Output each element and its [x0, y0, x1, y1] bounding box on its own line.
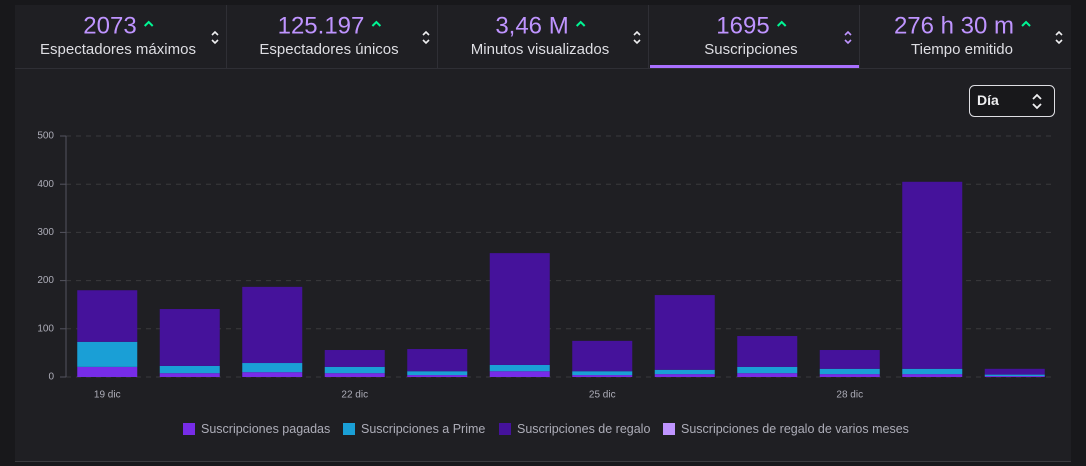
bar-segment	[572, 371, 633, 376]
x-tick-label: 28 dic	[836, 390, 863, 401]
sort-icon	[633, 30, 641, 45]
legend-swatch	[183, 423, 195, 435]
stat-value: 1695	[716, 12, 769, 39]
bar-segment	[737, 366, 798, 374]
x-tick-label: 25 dic	[589, 390, 616, 401]
stat-tab[interactable]: 3,46 M Minutos visualizados	[437, 5, 641, 68]
bar-segment	[819, 368, 880, 375]
bar-segment	[159, 373, 220, 377]
bar-segment	[489, 371, 550, 377]
legend-swatch	[343, 423, 355, 435]
legend-label: Suscripciones de regalo	[517, 422, 650, 436]
x-tick-label: 22 dic	[341, 390, 368, 401]
bar-segment	[819, 350, 880, 369]
stat-tab[interactable]: 125.197 Espectadores únicos	[226, 5, 430, 68]
bar-segment	[902, 368, 963, 375]
stat-tab[interactable]: 276 h 30 m Tiempo emitido	[859, 5, 1063, 68]
bar-segment	[324, 373, 385, 377]
active-indicator	[650, 65, 859, 68]
stat-value: 276 h 30 m	[894, 12, 1014, 39]
y-tick-label: 0	[48, 372, 54, 383]
bar-segment	[159, 309, 220, 366]
legend-swatch	[663, 423, 675, 435]
bar-segment	[654, 295, 715, 370]
bar-segment	[902, 374, 963, 377]
y-tick-label: 300	[37, 227, 54, 238]
bar-segment	[77, 366, 138, 377]
stat-label: Tiempo emitido	[911, 41, 1013, 58]
y-tick-label: 500	[37, 131, 54, 142]
x-tick-label: 19 dic	[94, 390, 121, 401]
trend-arrow	[1021, 20, 1031, 27]
legend-item[interactable]: Suscripciones a Prime	[343, 422, 485, 436]
plot: 0 100 200 300 400 500 19 dic 22 dic 25 dic 28 dic…	[37, 131, 1056, 436]
bar-segment	[324, 366, 385, 374]
legend-swatch	[499, 423, 511, 435]
sort-icon	[844, 30, 852, 45]
bar-segment	[572, 340, 633, 372]
period-selector[interactable]: Día	[969, 85, 1055, 117]
bar-segment	[407, 349, 468, 372]
bar-segment	[819, 374, 880, 377]
bar-segment	[654, 374, 715, 377]
y-tick-label: 200	[37, 275, 54, 286]
stats: 2073 Espectadores máximos 125.197 Espectado…	[40, 5, 1063, 68]
sort-icon	[422, 30, 430, 45]
legend-label: Suscripciones de regalo de varios meses	[681, 422, 909, 436]
bar-segment	[489, 364, 550, 372]
bar-segment	[737, 373, 798, 377]
bar-segment	[242, 363, 303, 373]
bar-segment	[489, 253, 550, 365]
stat-label: Espectadores máximos	[40, 41, 196, 58]
bar-segment	[984, 376, 1045, 377]
bar-segment	[902, 181, 963, 369]
select-label[interactable]: Día	[977, 92, 999, 108]
bar-segment	[159, 365, 220, 374]
stat-tab[interactable]: 1695 Suscripciones	[648, 5, 860, 68]
sort-icon	[211, 30, 219, 45]
legend-label: Suscripciones pagadas	[201, 422, 330, 436]
bar-segment	[737, 336, 798, 367]
trend-arrow	[575, 20, 586, 27]
y-tick-label: 100	[37, 323, 54, 334]
bar-segment	[77, 290, 138, 342]
select-box[interactable]	[969, 85, 1055, 117]
stat-label: Minutos visualizados	[471, 41, 609, 58]
trend-arrow	[371, 20, 382, 27]
bar-segment	[407, 371, 468, 376]
stats-bar	[15, 5, 1071, 68]
stat-label: Espectadores únicos	[259, 41, 398, 58]
bar-segment	[242, 372, 303, 377]
trend-arrow	[776, 20, 787, 27]
bar-segment	[242, 286, 303, 364]
select-icon	[1032, 93, 1042, 110]
trend-arrow	[143, 20, 154, 27]
bar-segment	[407, 375, 468, 377]
sort-icon	[1055, 30, 1063, 45]
legend-item[interactable]: Suscripciones de regalo de varios meses	[663, 422, 909, 436]
stat-value: 2073	[83, 12, 136, 39]
stat-value: 125.197	[278, 12, 365, 39]
legend-item[interactable]: Suscripciones pagadas	[183, 422, 330, 436]
stat-tab[interactable]: 2073 Espectadores máximos	[40, 12, 219, 58]
bar-segment	[984, 374, 1045, 377]
stat-label: Suscripciones	[704, 41, 797, 58]
bar-segment	[572, 375, 633, 377]
legend-item[interactable]: Suscripciones de regalo	[499, 422, 650, 436]
bar-segment	[654, 369, 715, 375]
bar-segment	[984, 368, 1045, 375]
legend-label: Suscripciones a Prime	[361, 422, 485, 436]
stat-value: 3,46 M	[495, 12, 568, 39]
bar-segment	[324, 350, 385, 367]
y-tick-label: 400	[37, 179, 54, 190]
bar-segment	[77, 341, 138, 367]
